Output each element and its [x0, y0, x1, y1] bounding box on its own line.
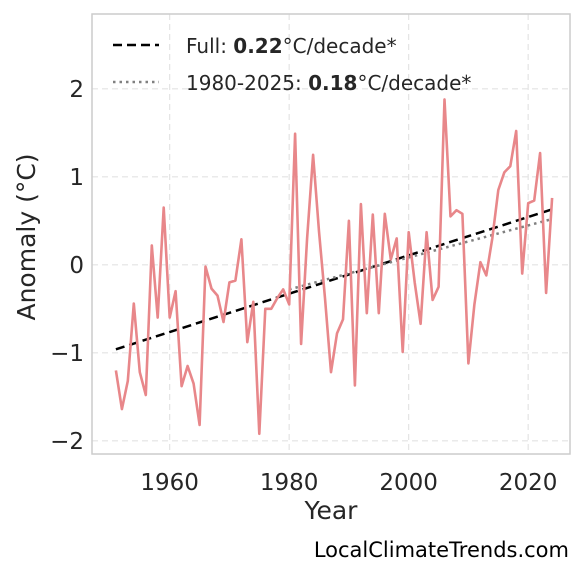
legend-full-prefix: Full:: [186, 34, 233, 58]
legend-recent-value: 0.18: [308, 71, 357, 95]
x-tick-label: 1980: [260, 470, 319, 496]
legend-full-value: 0.22: [233, 34, 282, 58]
x-tick-label: 2000: [379, 470, 438, 496]
y-axis-title: Anomaly (°C): [12, 153, 41, 320]
legend-full-suffix: °C/decade*: [283, 34, 397, 58]
y-tick-label: −2: [50, 429, 84, 455]
legend-recent-suffix: °C/decade*: [357, 71, 471, 95]
legend-label-recent: 1980-2025: 0.18°C/decade*: [186, 71, 471, 95]
x-tick-labels: 1960 1980 2000 2020: [140, 470, 557, 496]
legend-recent-prefix: 1980-2025:: [186, 71, 308, 95]
y-tick-label: 2: [69, 77, 84, 103]
x-tick-label: 1960: [140, 470, 199, 496]
legend-label-full: Full: 0.22°C/decade*: [186, 34, 397, 58]
trend-lines: [115, 208, 553, 351]
chart: 1960 1980 2000 2020 −2 −1 0 1 2 Year Anomaly (°…: [12, 13, 571, 525]
plot-frame: [91, 13, 571, 455]
x-axis-title: Year: [304, 496, 359, 525]
website-credit: LocalClimateTrends.com: [313, 538, 569, 562]
trend-line-full: [115, 208, 553, 351]
plot-background: [92, 14, 570, 454]
series-lines: [114, 98, 554, 436]
y-tick-label: −1: [50, 341, 84, 367]
legend: Full: 0.22°C/decade* 1980-2025: 0.18°C/d…: [113, 34, 471, 95]
y-tick-label: 1: [69, 165, 84, 191]
y-tick-labels: −2 −1 0 1 2: [50, 77, 84, 455]
anomaly-series-line: [114, 98, 554, 436]
x-tick-label: 2020: [499, 470, 558, 496]
y-tick-label: 0: [69, 253, 84, 279]
